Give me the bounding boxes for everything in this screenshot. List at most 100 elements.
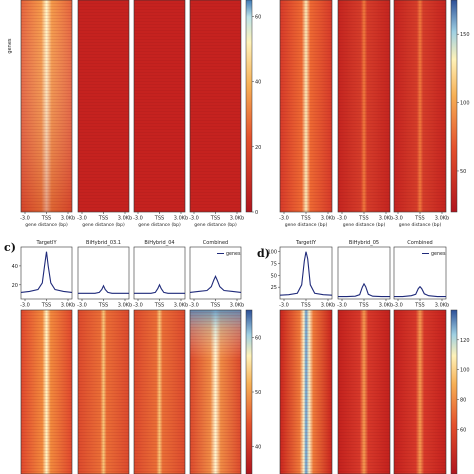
c-profile-1 <box>20 246 73 300</box>
d-cb-tick-3: 60 <box>460 427 466 433</box>
c-profile-3-line <box>134 283 185 294</box>
tr-col-1-tick-label-2: 3.0Kb <box>321 216 335 222</box>
tl-col-1-xlabel: gene distance (bp) <box>25 222 68 228</box>
tl-col-1-tick-label-2: 3.0Kb <box>61 216 75 222</box>
d-heatmap-col-1-texture <box>280 310 332 474</box>
tl-heatmap-col-3-texture <box>134 0 185 212</box>
d-cb-tick-1: 100 <box>460 368 470 374</box>
d-profile-3-line <box>394 285 446 298</box>
tr-col-3-tick-label-1: TSS <box>414 216 424 222</box>
c-profile-4-tick-label-0: -3.0 <box>189 303 199 309</box>
c-profile-2-line <box>78 284 129 294</box>
tr-col-1-tick-label-1: TSS <box>300 216 310 222</box>
tl-cb-tick-2: 20 <box>255 145 261 151</box>
d-profile-3-tick-label-0: -3.0 <box>393 303 403 309</box>
tl-col-2-xlabel: gene distance (bp) <box>82 222 125 228</box>
tl-genes-label: genes <box>7 38 13 53</box>
c-profile-4-tick-label-2: 3.0Kb <box>230 303 244 309</box>
tl-col-2-tick-label-0: -3.0 <box>77 216 87 222</box>
c-profile-3-title: BiHybrid_04 <box>144 240 174 246</box>
c-cb-tick-0: 60 <box>255 335 261 341</box>
d-heatmap-col-3 <box>393 309 447 474</box>
c-profile-3-tick-label-0: -3.0 <box>133 303 143 309</box>
c-profile-4 <box>189 246 242 300</box>
c-profile-3-tick-label-1: TSS <box>154 303 164 309</box>
tl-heatmap-col-4-texture <box>190 0 241 212</box>
d-ytick-0: 25 <box>271 285 277 291</box>
c-profile-4-title: Combined <box>203 240 228 246</box>
tr-col-3-tick-label-2: 3.0Kb <box>435 216 449 222</box>
tr-heatmap-col-3 <box>393 0 447 213</box>
tl-col-4-tick-label-0: -3.0 <box>189 216 199 222</box>
d-colorbar <box>450 309 458 474</box>
tl-col-4-tick-label-1: TSS <box>210 216 220 222</box>
c-ytick-1: 40 <box>12 264 18 270</box>
tl-heatmap-col-3 <box>133 0 186 213</box>
tr-colorbar <box>450 0 458 213</box>
tr-col-3-tick-label-0: -3.0 <box>393 216 403 222</box>
tr-col-2-tick-label-1: TSS <box>358 216 368 222</box>
d-heatmap-col-2-texture <box>338 310 390 474</box>
tr-col-2-tick-label-2: 3.0Kb <box>379 216 393 222</box>
d-profile-1-tick-label-1: TSS <box>300 303 310 309</box>
tl-heatmap-col-1 <box>20 0 73 213</box>
d-profile-3 <box>393 246 447 300</box>
tr-col-2-tick-label-0: -3.0 <box>337 216 347 222</box>
c-heatmap-col-3-frame <box>133 309 186 474</box>
d-heatmap-col-1 <box>279 309 333 474</box>
tl-col-2-tick-label-2: 3.0Kb <box>118 216 132 222</box>
tl-col-4-tick-label-2: 3.0Kb <box>230 216 244 222</box>
c-heatmap-col-3-texture <box>134 310 185 474</box>
tr-col-3-xlabel: gene distance (bp) <box>399 222 442 228</box>
tr-cb-tick-0: 150 <box>460 32 470 38</box>
tr-cb-tick-1: 100 <box>460 101 470 107</box>
tr-heatmap-col-3-texture <box>394 0 446 212</box>
tl-cb-tick-1: 40 <box>255 80 261 86</box>
tr-col-1-xlabel: gene distance (bp) <box>285 222 328 228</box>
d-heatmap-col-2-frame <box>337 309 391 474</box>
profile-layer <box>19 246 447 300</box>
d-profile-1-frame <box>279 246 333 300</box>
d-ytick-1: 50 <box>271 273 277 279</box>
d-profile-2 <box>337 246 391 300</box>
d-heatmap-col-3-texture <box>394 310 446 474</box>
tl-colorbar <box>245 0 253 213</box>
d-profile-1-tick-label-0: -3.0 <box>279 303 289 309</box>
d-profile-3-title: Combined <box>407 240 432 246</box>
d-profile-1-title: TargetIY <box>295 240 317 246</box>
panel-d-label: d) <box>257 247 270 260</box>
c-profile-3 <box>133 246 186 300</box>
d-profile-2-tick-label-0: -3.0 <box>337 303 347 309</box>
d-ytick-2: 75 <box>271 262 277 268</box>
c-profile-1-line <box>20 251 73 293</box>
c-profile-1-tick-label-2: 3.0Kb <box>61 303 75 309</box>
tr-heatmap-col-2-texture <box>338 0 390 212</box>
d-profile-2-line <box>338 282 390 298</box>
tl-col-1-tick-label-1: TSS <box>41 216 51 222</box>
c-cb-tick-2: 40 <box>255 445 261 451</box>
c-heatmap-col-2-texture <box>78 310 129 474</box>
d-profile-3-tick-label-1: TSS <box>414 303 424 309</box>
d-legend-label: genes <box>431 252 446 257</box>
tl-heatmap-col-1-texture <box>21 0 72 212</box>
tl-col-4-xlabel: gene distance (bp) <box>194 222 237 228</box>
heatmap-layer <box>20 0 459 474</box>
d-ytick-3: 100 <box>267 250 277 256</box>
tl-col-1-tick-label-0: -3.0 <box>20 216 30 222</box>
c-colorbar <box>245 309 253 474</box>
c-heatmap-col-4-texture <box>190 310 241 474</box>
d-heatmap-col-3-frame <box>393 309 447 474</box>
tr-heatmap-col-2 <box>337 0 391 213</box>
c-profile-4-frame <box>189 246 242 300</box>
d-profile-3-tick-label-2: 3.0Kb <box>435 303 449 309</box>
c-heatmap-col-2-frame <box>77 309 130 474</box>
c-heatmap-col-4-frame <box>189 309 242 474</box>
c-ytick-0: 20 <box>12 283 18 289</box>
c-profile-3-tick-label-2: 3.0Kb <box>174 303 188 309</box>
tl-cb-tick-0: 60 <box>255 14 261 20</box>
c-profile-2 <box>77 246 130 300</box>
c-heatmap-col-1-frame <box>20 309 73 474</box>
c-profile-4-tick-label-1: TSS <box>210 303 220 309</box>
c-profile-2-tick-label-0: -3.0 <box>77 303 87 309</box>
